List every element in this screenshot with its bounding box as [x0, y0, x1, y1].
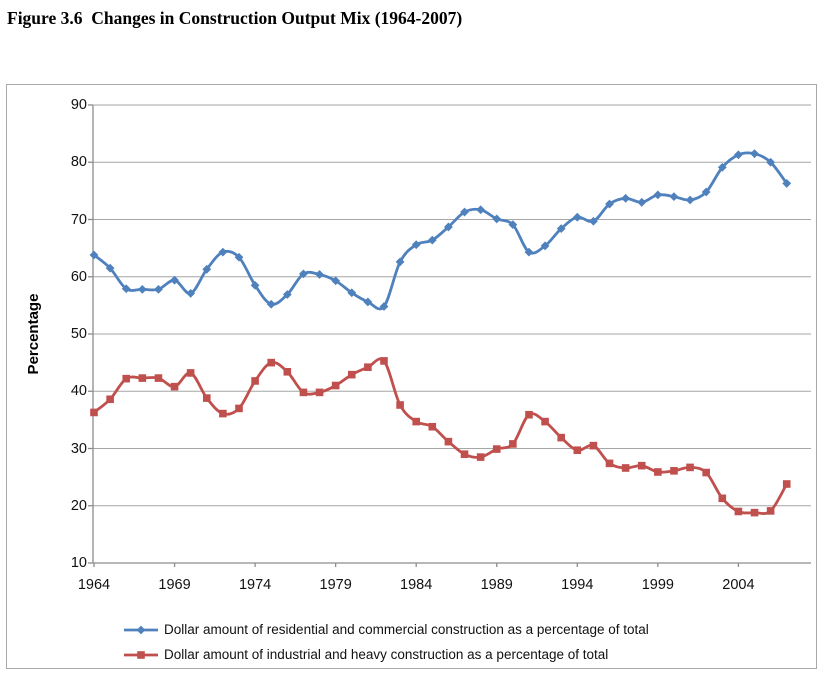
y-tick-label: 40	[70, 383, 87, 400]
x-tick-label: 2004	[722, 577, 755, 593]
y-tick-label: 90	[70, 97, 87, 113]
x-tick-label: 1974	[238, 577, 272, 593]
legend: Dollar amount of residential and commerc…	[123, 617, 649, 667]
x-tick-label: 1999	[641, 577, 674, 593]
plot-area	[88, 104, 811, 567]
x-tick-label: 1984	[400, 577, 433, 593]
legend-marker-residential-icon	[124, 625, 158, 634]
figure-title: Figure 3.6 Changes in Construction Outpu…	[7, 8, 463, 28]
y-tick-label: 80	[70, 154, 87, 171]
x-tick-label: 1964	[77, 577, 111, 593]
legend-marker-industrial-icon	[124, 650, 158, 659]
x-tick-label: 1989	[480, 577, 513, 593]
x-axis-tick-labels: 1964 1969 1974 1979 1984 1989 1994 1999 2004	[7, 85, 815, 667]
series-markers-1	[90, 357, 791, 517]
y-axis-tick-labels: 90 80 70 60 50 40 30 20 10	[7, 85, 815, 667]
axes	[88, 104, 811, 567]
legend-label-residential: Dollar amount of residential and commerc…	[164, 622, 649, 637]
y-tick-label: 10	[70, 555, 87, 571]
y-tick-label: 20	[70, 497, 87, 514]
legend-label-industrial: Dollar amount of industrial and heavy co…	[164, 647, 609, 662]
x-tick-label: 1979	[319, 577, 352, 593]
legend-item-industrial: Dollar amount of industrial and heavy co…	[123, 642, 649, 667]
chart-area: 90 80 70 60 50 40 30 20 10 1964 1969 1974 1979 1984 1…	[6, 84, 817, 669]
y-tick-label: 70	[70, 211, 87, 228]
series-markers-0	[89, 149, 792, 311]
y-tick-label: 30	[70, 440, 87, 457]
legend-item-residential: Dollar amount of residential and commerc…	[123, 617, 649, 642]
y-axis-title: Percentage	[25, 293, 42, 375]
x-tick-label: 1994	[561, 577, 594, 593]
gridlines	[93, 104, 811, 507]
x-tick-label: 1969	[158, 577, 191, 593]
y-tick-label: 60	[70, 268, 87, 285]
y-tick-label: 50	[70, 326, 87, 342]
